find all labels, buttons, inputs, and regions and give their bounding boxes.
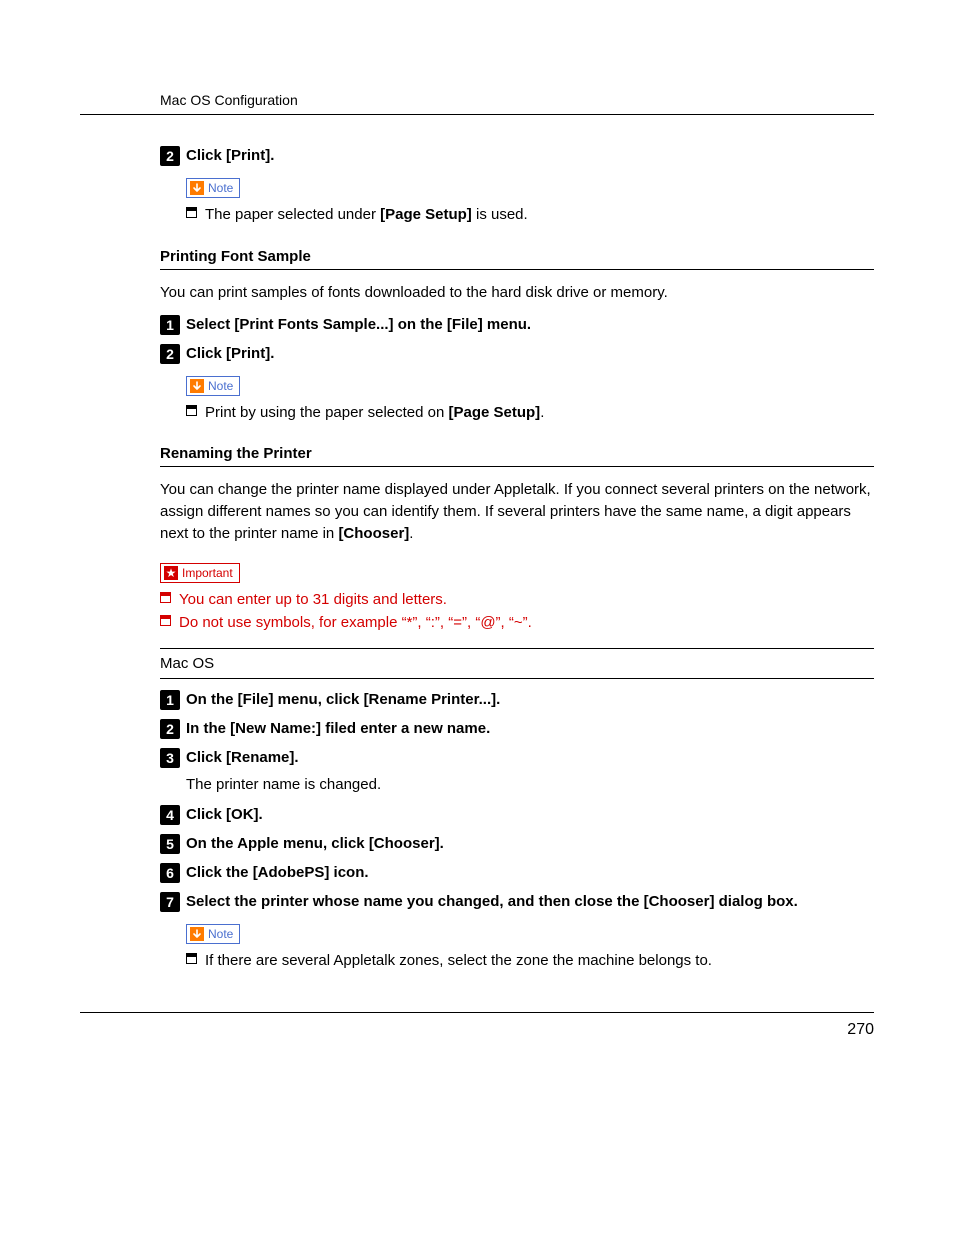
note-bullet: Print by using the paper selected on [Pa… — [186, 402, 874, 424]
note-label: Note — [208, 927, 233, 941]
subheading-renaming-printer: Renaming the Printer — [160, 445, 874, 467]
step-subtext: The printer name is changed. — [186, 774, 874, 796]
important-callout: ★ Important — [160, 563, 240, 583]
step-click-print-2: 2 Click [Print]. — [160, 343, 874, 364]
svg-text:1: 1 — [166, 317, 174, 333]
important-bullet: You can enter up to 31 digits and letter… — [160, 589, 874, 611]
square-bullet-icon — [186, 405, 197, 416]
step-text: Select the printer whose name you change… — [186, 891, 874, 912]
svg-text:3: 3 — [166, 750, 174, 766]
number-3-icon: 3 — [160, 748, 180, 768]
svg-text:5: 5 — [166, 836, 174, 852]
header-title: Mac OS Configuration — [160, 92, 298, 108]
page: Mac OS Configuration 2 Click [Print]. No… — [0, 0, 954, 1099]
note-callout: Note — [186, 376, 240, 396]
step-select-printer-close-chooser: 7 Select the printer whose name you chan… — [160, 891, 874, 912]
step-text: On the Apple menu, click [Chooser]. — [186, 833, 874, 854]
step-text: Click [Print]. — [186, 343, 874, 364]
step-text: On the [File] menu, click [Rename Printe… — [186, 689, 874, 710]
down-arrow-icon — [190, 927, 204, 941]
subheading-printing-font-sample: Printing Font Sample — [160, 248, 874, 270]
step-rename-printer: 1 On the [File] menu, click [Rename Prin… — [160, 689, 874, 710]
step-new-name: 2 In the [New Name:] filed enter a new n… — [160, 718, 874, 739]
step-text: Click the [AdobePS] icon. — [186, 862, 874, 883]
number-4-icon: 4 — [160, 805, 180, 825]
number-2-icon: 2 — [160, 719, 180, 739]
body-printing-font-sample: You can print samples of fonts downloade… — [160, 282, 874, 304]
step-click-print-1: 2 Click [Print]. — [160, 145, 874, 166]
important-bullet: Do not use symbols, for example “*”, “:”… — [160, 612, 874, 634]
step-text: Click [Print]. — [186, 145, 874, 166]
step-click-adobeps: 6 Click the [AdobePS] icon. — [160, 862, 874, 883]
svg-text:6: 6 — [166, 865, 174, 881]
svg-text:2: 2 — [166, 721, 174, 737]
down-arrow-icon — [190, 181, 204, 195]
star-icon: ★ — [164, 566, 178, 580]
svg-text:2: 2 — [166, 346, 174, 362]
important-label: Important — [182, 566, 233, 580]
number-6-icon: 6 — [160, 863, 180, 883]
note-label: Note — [208, 181, 233, 195]
step-click-rename: 3 Click [Rename]. — [160, 747, 874, 768]
number-1-icon: 1 — [160, 315, 180, 335]
page-footer: 270 — [80, 1012, 874, 1039]
step-text: Select [Print Fonts Sample...] on the [F… — [186, 314, 874, 335]
square-bullet-icon — [160, 615, 171, 626]
svg-text:1: 1 — [166, 692, 174, 708]
svg-text:4: 4 — [166, 807, 174, 823]
step-select-print-fonts-sample: 1 Select [Print Fonts Sample...] on the … — [160, 314, 874, 335]
step-text: In the [New Name:] filed enter a new nam… — [186, 718, 874, 739]
number-7-icon: 7 — [160, 892, 180, 912]
body-renaming-printer: You can change the printer name displaye… — [160, 479, 874, 544]
step-text: Click [OK]. — [186, 804, 874, 825]
note-bullet: If there are several Appletalk zones, se… — [186, 950, 874, 972]
note-label: Note — [208, 379, 233, 393]
step-apple-menu-chooser: 5 On the Apple menu, click [Chooser]. — [160, 833, 874, 854]
square-bullet-icon — [186, 207, 197, 218]
step-click-ok: 4 Click [OK]. — [160, 804, 874, 825]
important-text: You can enter up to 31 digits and letter… — [179, 589, 874, 611]
down-arrow-icon — [190, 379, 204, 393]
page-header: Mac OS Configuration — [80, 92, 874, 115]
page-number: 270 — [847, 1021, 874, 1038]
square-bullet-icon — [160, 592, 171, 603]
note-callout: Note — [186, 178, 240, 198]
note-bullet: The paper selected under [Page Setup] is… — [186, 204, 874, 226]
important-text: Do not use symbols, for example “*”, “:”… — [179, 612, 874, 634]
number-2-icon: 2 — [160, 146, 180, 166]
square-bullet-icon — [186, 953, 197, 964]
section-mac-os: Mac OS — [160, 648, 874, 679]
step-text: Click [Rename]. — [186, 747, 874, 768]
svg-text:7: 7 — [166, 894, 174, 910]
number-1-icon: 1 — [160, 690, 180, 710]
page-content: 2 Click [Print]. Note The paper selected… — [80, 145, 874, 972]
number-5-icon: 5 — [160, 834, 180, 854]
note-text: If there are several Appletalk zones, se… — [205, 950, 874, 972]
svg-text:2: 2 — [166, 148, 174, 164]
number-2-icon: 2 — [160, 344, 180, 364]
note-callout: Note — [186, 924, 240, 944]
